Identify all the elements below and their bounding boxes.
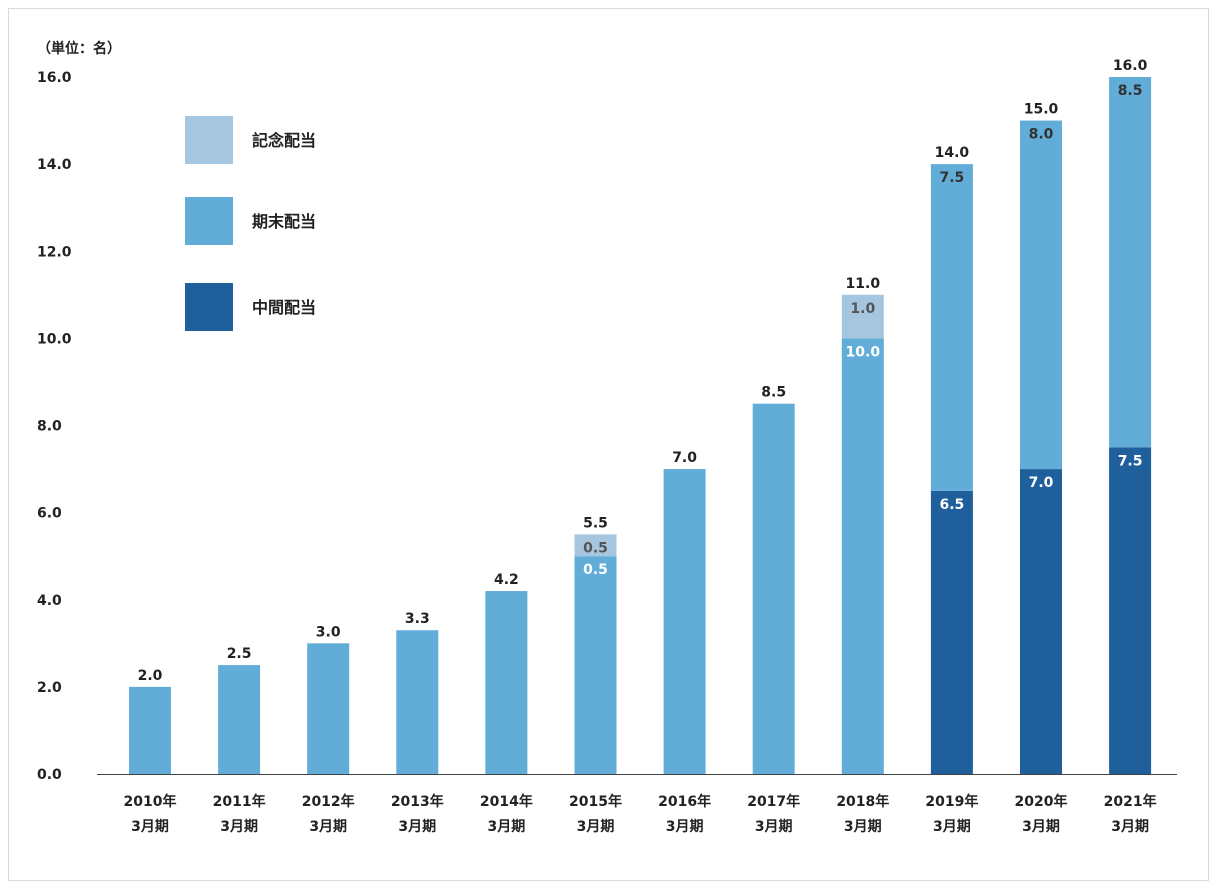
x-tick-label-sub: 3月期 — [755, 819, 793, 835]
y-tick-label: 4.0 — [37, 593, 62, 609]
segment-value-label: 1.0 — [850, 301, 875, 317]
y-tick-label: 12.0 — [37, 244, 72, 260]
x-tick-label-sub: 3月期 — [577, 819, 615, 835]
segment-value-label: 6.5 — [939, 497, 964, 513]
bar-total-label: 2.0 — [138, 668, 163, 684]
x-tick-label-sub: 3月期 — [309, 819, 347, 835]
x-tick-label-sub: 3月期 — [488, 819, 526, 835]
legend-label: 期末配当 — [252, 212, 316, 231]
segment-value-label: 7.0 — [1029, 475, 1054, 491]
x-tick-label-sub: 3月期 — [844, 819, 882, 835]
x-tick-label-sub: 3月期 — [220, 819, 258, 835]
legend-swatch — [185, 283, 233, 331]
segment-value-label: 8.5 — [1118, 83, 1143, 99]
x-tick-label: 2019年 — [925, 793, 978, 810]
segment-value-label: 8.0 — [1029, 127, 1054, 143]
x-tick-label: 2013年 — [391, 793, 444, 810]
bar-segment — [930, 164, 973, 491]
bar-segment — [1020, 120, 1062, 470]
y-tick-label: 16.0 — [37, 70, 72, 86]
segment-value-label: 10.0 — [846, 344, 881, 360]
x-tick-label: 2014年 — [480, 793, 533, 810]
legend-swatch — [185, 116, 233, 164]
bar-segment — [129, 686, 171, 774]
x-tick-label-sub: 3月期 — [666, 819, 704, 835]
segment-value-label: 7.5 — [939, 170, 964, 186]
bar-segment — [841, 338, 884, 774]
legend-label: 中間配当 — [252, 298, 316, 317]
x-tick-label: 2020年 — [1015, 793, 1068, 810]
segment-value-label: 7.5 — [1118, 453, 1143, 469]
x-tick-label-sub: 3月期 — [398, 819, 436, 835]
x-tick-label-sub: 3月期 — [1022, 819, 1060, 835]
bar-total-label: 16.0 — [1113, 58, 1148, 74]
x-tick-label: 2012年 — [302, 793, 355, 810]
bar-segment — [841, 294, 884, 339]
x-tick-label: 2017年 — [747, 793, 800, 810]
bar-total-label: 15.0 — [1024, 102, 1059, 118]
bar-segment — [396, 630, 439, 774]
x-tick-label: 2011年 — [213, 793, 266, 810]
dividend-bar-chart: （単位：名） 0.0 2.0 4.0 6.0 8.0 10.0 12.0 14.0 16.0 2… — [37, 40, 1177, 835]
x-tick-label: 2018年 — [836, 793, 889, 810]
bar-segment — [752, 403, 795, 774]
bar-segment — [574, 556, 617, 774]
bar-segment — [1020, 469, 1062, 774]
legend-swatch — [185, 197, 233, 245]
bar-segment — [574, 534, 617, 557]
bar-total-label: 8.5 — [761, 385, 786, 401]
bar-total-label: 4.2 — [494, 572, 519, 588]
bar-segment — [485, 591, 528, 774]
x-tick-label: 2015年 — [569, 793, 622, 810]
segment-value-label: 0.5 — [583, 540, 608, 556]
bar-segment — [1109, 77, 1152, 448]
bar-total-label: 5.5 — [583, 515, 608, 531]
y-tick-label: 6.0 — [37, 506, 62, 522]
y-tick-label: 10.0 — [37, 331, 72, 347]
y-tick-label: 0.0 — [37, 767, 62, 783]
bar-segment — [663, 469, 706, 774]
x-tick-label: 2021年 — [1104, 793, 1157, 810]
segment-value-label: 0.5 — [583, 562, 608, 578]
bars: 2.0 2.5 3.0 3.3 4.2 0.5 0.5 5.5 7.0 8.5 10.0 1.0 11.… — [129, 58, 1152, 774]
bar-total-label: 3.0 — [316, 624, 341, 640]
bar-total-label: 2.5 — [227, 646, 252, 662]
x-tick-label-sub: 3月期 — [933, 819, 971, 835]
bar-total-label: 3.3 — [405, 611, 430, 627]
chart-frame: （単位：名） 0.0 2.0 4.0 6.0 8.0 10.0 12.0 14.0 16.0 2… — [8, 8, 1209, 881]
x-tick-label-sub: 3月期 — [1111, 819, 1149, 835]
bar-segment — [218, 665, 261, 774]
x-tick-label: 2010年 — [124, 793, 177, 810]
unit-label: （単位：名） — [37, 40, 121, 57]
bar-total-label: 7.0 — [672, 450, 697, 466]
legend-label: 記念配当 — [252, 131, 316, 150]
bar-segment — [307, 643, 350, 774]
bar-total-label: 11.0 — [846, 276, 881, 292]
y-tick-label: 8.0 — [37, 419, 62, 435]
bar-total-label: 14.0 — [935, 145, 970, 161]
bar-segment — [1109, 447, 1152, 774]
y-axis: 0.0 2.0 4.0 6.0 8.0 10.0 12.0 14.0 16.0 — [37, 70, 72, 783]
y-tick-label: 2.0 — [37, 680, 62, 696]
y-tick-label: 14.0 — [37, 157, 72, 173]
bar-segment — [930, 490, 973, 774]
x-tick-label-sub: 3月期 — [131, 819, 169, 835]
x-tick-label: 2016年 — [658, 793, 711, 810]
x-axis: 2010年 3月期 2011年 3月期 2012年 3月期 2013年 3月期 2014年 3月期… — [97, 774, 1177, 835]
